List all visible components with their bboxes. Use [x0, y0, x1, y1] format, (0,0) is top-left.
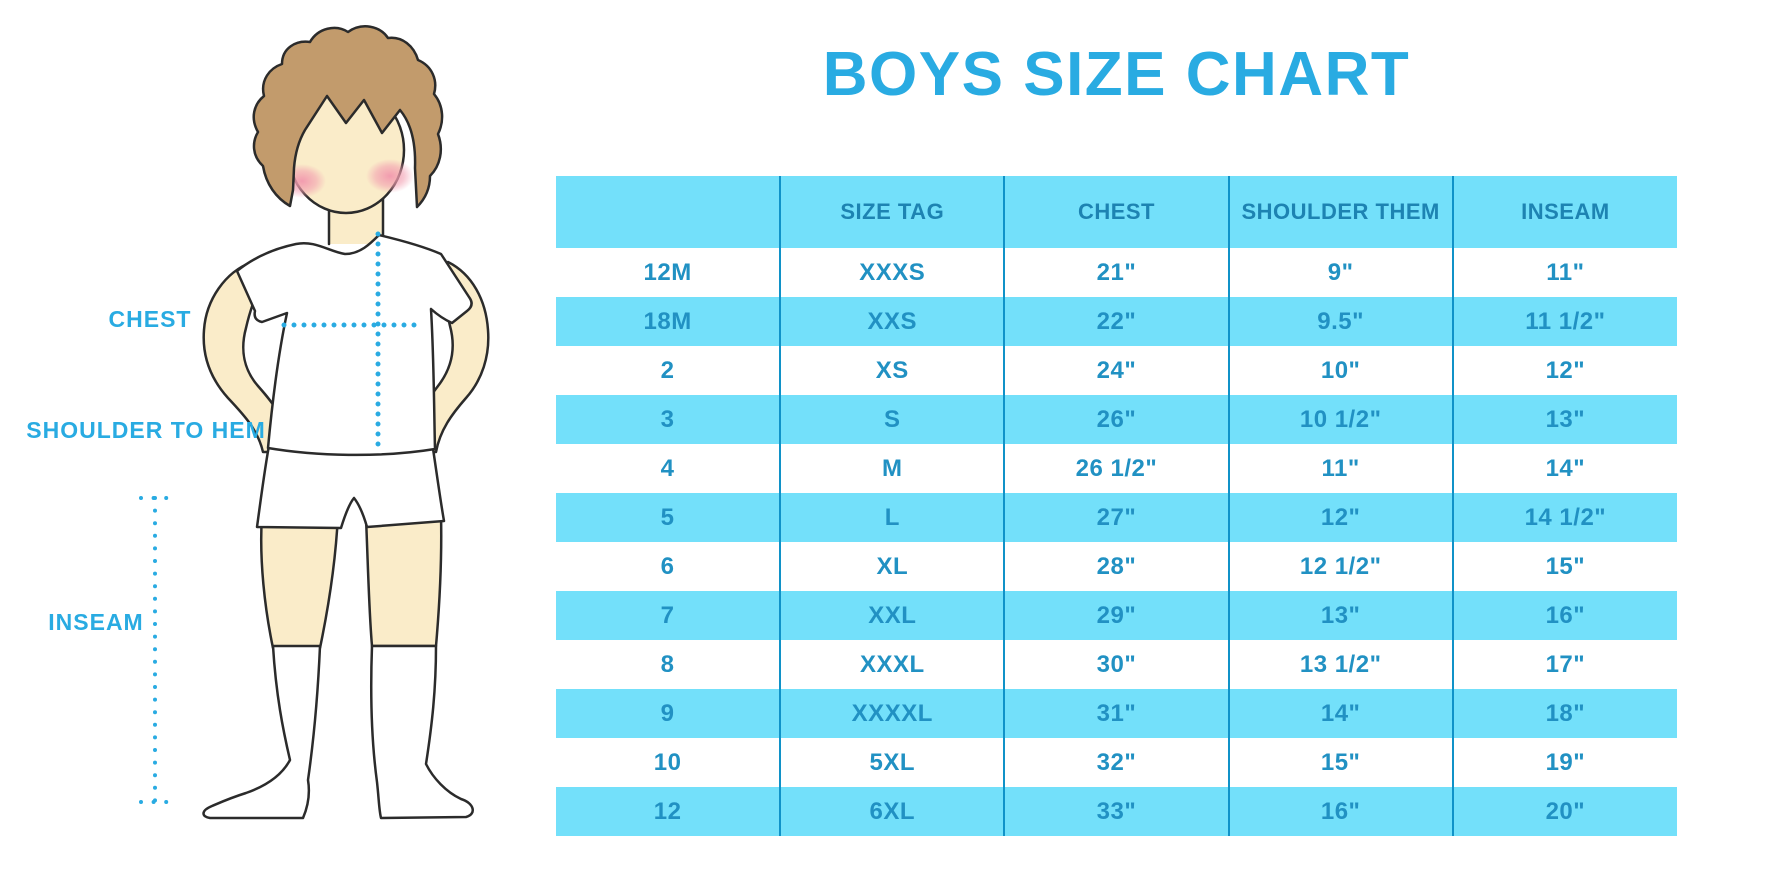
table-cell: 27" [1003, 493, 1229, 542]
chest-measure-label: CHEST [108, 306, 192, 332]
table-cell: 20" [1451, 787, 1677, 836]
table-row: 8 XXXL 30" 13 1/2" 17" [556, 640, 1677, 689]
table-cell: XXL [779, 591, 1005, 640]
table-cell: 13" [1227, 591, 1453, 640]
table-cell: 18" [1451, 689, 1677, 738]
table-cell: 13 1/2" [1227, 640, 1453, 689]
table-cell: 12 1/2" [1227, 542, 1453, 591]
table-cell: 12M [643, 258, 692, 286]
table-cell: 30" [1003, 640, 1229, 689]
table-cell: 16" [1227, 787, 1453, 836]
table-cell: M [779, 444, 1005, 493]
table-cell: XXS [779, 297, 1005, 346]
table-cell: 24" [1003, 346, 1229, 395]
table-cell: 10 1/2" [1227, 395, 1453, 444]
table-row: 2 XS 24" 10" 12" [556, 346, 1677, 395]
table-cell: 11 1/2" [1451, 297, 1677, 346]
column-header-empty [556, 176, 781, 248]
table-cell: 22" [1003, 297, 1229, 346]
table-cell: XXXXL [779, 689, 1005, 738]
table-row: 12 6XL 33" 16" 20" [556, 787, 1677, 836]
shoulder-to-hem-measure-label: SHOULDER TO HEM [26, 417, 266, 443]
table-cell: 12" [1451, 346, 1677, 395]
table-row: 10 5XL 32" 15" 19" [556, 738, 1677, 787]
column-header-size-tag: SIZE TAG [779, 176, 1005, 248]
inseam-measure-label: INSEAM [48, 609, 144, 635]
column-header-inseam: INSEAM [1451, 176, 1677, 248]
table-cell: 17" [1451, 640, 1677, 689]
table-cell: 12" [1227, 493, 1453, 542]
table-cell: 19" [1451, 738, 1677, 787]
table-cell: 11" [1227, 444, 1453, 493]
size-chart-table-body: 12M XXXS 21" 9" 11" 18M XXS 22" 9.5" 11 1/2" 2 XS 24… [556, 248, 1677, 836]
table-row: 4 M 26 1/2" 11" 14" [556, 444, 1677, 493]
table-cell: 15" [1451, 542, 1677, 591]
table-cell: 16" [1451, 591, 1677, 640]
table-row: 18M XXS 22" 9.5" 11 1/2" [556, 297, 1677, 346]
table-cell: 5 [556, 493, 781, 542]
table-cell: 9" [1227, 248, 1453, 297]
table-row: 5 L 27" 12" 14 1/2" [556, 493, 1677, 542]
table-cell: 29" [1003, 591, 1229, 640]
table-cell: XXXS [779, 248, 1005, 297]
table-cell: 6XL [779, 787, 1005, 836]
table-cell: 14 1/2" [1451, 493, 1677, 542]
table-cell: 13" [1451, 395, 1677, 444]
table-cell: 14" [1451, 444, 1677, 493]
table-cell: 10 [653, 748, 682, 776]
table-cell: XS [779, 346, 1005, 395]
table-cell: 32" [1003, 738, 1229, 787]
table-cell: 11" [1451, 248, 1677, 297]
measurement-diagram: CHEST SHOULDER TO HEM INSEAM [0, 0, 560, 890]
boy-hair [252, 25, 444, 209]
table-cell: 31" [1003, 689, 1229, 738]
table-cell: 3 [556, 395, 781, 444]
boy-illustration [139, 25, 490, 820]
page-title: BOYS SIZE CHART [822, 40, 1411, 109]
table-cell: 5XL [779, 738, 1005, 787]
table-cell: 26" [1003, 395, 1229, 444]
table-cell: 15" [1227, 738, 1453, 787]
table-cell: 18M [556, 297, 781, 346]
table-cell: 33" [1003, 787, 1229, 836]
table-cell: 8 [660, 650, 675, 678]
column-header-shoulder-them: SHOULDER THEM [1227, 176, 1453, 248]
table-cell: XL [779, 542, 1005, 591]
table-row: 7 XXL 29" 13" 16" [556, 591, 1677, 640]
table-cell: S [779, 395, 1005, 444]
size-chart-table: SIZE TAG CHEST SHOULDER THEM INSEAM 12M XXXS… [556, 176, 1677, 836]
table-cell: 6 [660, 552, 675, 580]
boy-shorts [255, 438, 446, 530]
table-row: 6 XL 28" 12 1/2" 15" [556, 542, 1677, 591]
table-header-row: SIZE TAG CHEST SHOULDER THEM INSEAM [556, 176, 1677, 248]
table-cell: 7 [556, 591, 781, 640]
table-cell: 4 [660, 454, 675, 482]
table-cell: 26 1/2" [1003, 444, 1229, 493]
table-cell: 2 [660, 356, 675, 384]
boy-left-sock [202, 644, 322, 820]
table-row: 12M XXXS 21" 9" 11" [556, 248, 1677, 297]
table-cell: L [779, 493, 1005, 542]
table-row: 3 S 26" 10 1/2" 13" [556, 395, 1677, 444]
table-cell: 12 [556, 787, 781, 836]
boy-right-blush [366, 159, 414, 193]
table-cell: 9.5" [1227, 297, 1453, 346]
table-cell: 9 [556, 689, 781, 738]
table-cell: 21" [1003, 248, 1229, 297]
column-header-chest: CHEST [1003, 176, 1229, 248]
boy-right-sock [369, 644, 474, 820]
boy-right-leg [364, 513, 443, 648]
table-cell: 28" [1003, 542, 1229, 591]
table-cell: 14" [1227, 689, 1453, 738]
size-chart-table-head: SIZE TAG CHEST SHOULDER THEM INSEAM [556, 176, 1677, 248]
table-row: 9 XXXXL 31" 14" 18" [556, 689, 1677, 738]
boy-left-leg [259, 513, 340, 650]
table-cell: 10" [1227, 346, 1453, 395]
boy-left-arm [202, 260, 294, 454]
table-cell: XXXL [779, 640, 1005, 689]
